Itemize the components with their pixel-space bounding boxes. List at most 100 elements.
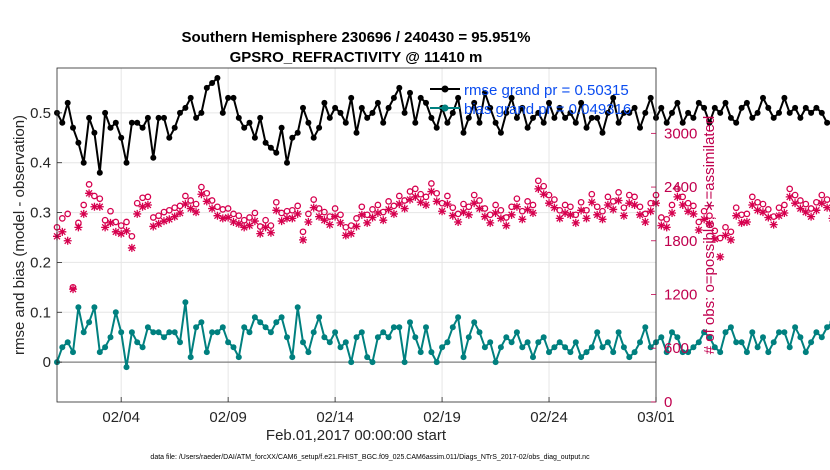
obs-possible-point-28 [203,189,211,197]
rmse-point-30 [214,75,221,81]
rmse-point-109 [637,124,643,131]
obs-possible-point-60 [374,201,382,209]
bias-point-59 [369,359,376,366]
obs-assimilated-point-99 [582,214,591,223]
rmse-point-141 [808,109,815,116]
bias-point-95 [562,344,569,351]
obs-assimilated-point-134 [769,220,778,229]
rmse-point-74 [449,109,456,116]
data-file-footer: data file: /Users/raeder/DAI/ATM_forcXX/… [150,454,590,461]
rmse-point-106 [620,109,627,116]
obs-assimilated-point-26 [192,208,201,217]
obs-assimilated-point-109 [635,210,644,219]
x-tick-label-0: 02/04 [102,409,140,426]
obs-assimilated-point-93 [550,203,559,212]
bias-point-111 [647,344,654,351]
obs-assimilated-point-42 [277,217,286,226]
bias-point-50 [321,334,328,341]
obs-possible-point-1 [58,215,66,222]
rmse-point-53 [337,109,344,116]
bias-point-92 [546,349,552,356]
obs-possible-point-48 [310,196,318,203]
bias-point-33 [230,344,237,351]
bias-point-79 [476,329,483,336]
rmse-point-122 [706,119,713,126]
obs-assimilated-point-125 [721,231,730,240]
rmse-point-6 [86,114,93,121]
obs-possible-point-36 [246,214,253,221]
rmse-point-126 [727,114,734,121]
rmse-point-60 [374,99,381,106]
obs-possible-point-41 [272,198,280,206]
bias-point-72 [439,344,446,351]
bias-point-53 [337,344,344,351]
x-tick-label-4: 02/24 [530,409,568,426]
y-left-tick-label-2: 0.2 [30,254,51,271]
obs-possible-point-19 [155,212,162,220]
obs-assimilated-point-135 [775,211,784,220]
obs-assimilated-point-78 [470,199,479,208]
bias-point-131 [754,344,761,351]
y-right-tick-label-5: 3000 [664,125,697,142]
obs-assimilated-point-100 [587,198,596,207]
obs-assimilated-point-96 [566,210,575,219]
rmse-point-143 [818,109,825,116]
bias-point-121 [701,329,708,336]
obs-possible-point-104 [609,198,617,205]
bias-point-32 [225,339,232,346]
obs-possible-point-44 [288,206,296,214]
obs-possible-point-103 [604,193,612,201]
bias-point-123 [711,344,718,351]
obs-assimilated-point-87 [518,215,527,224]
obs-assimilated-point-133 [764,213,773,222]
bias-point-122 [706,334,713,341]
obs-assimilated-point-18 [149,222,158,231]
bias-point-12 [118,329,125,336]
rmse-point-55 [348,94,355,101]
rmse-point-70 [428,114,435,121]
bias-point-20 [161,334,167,341]
bias-point-28 [203,349,210,356]
bias-point-29 [209,329,216,336]
obs-possible-point-78 [470,191,478,199]
obs-assimilated-point-106 [619,211,628,220]
obs-assimilated-point-14 [127,243,136,252]
obs-assimilated-point-103 [603,200,612,209]
obs-assimilated-point-138 [791,199,800,208]
y-axis-left-label: rmse and bias (model - observation) [11,115,28,355]
rmse-point-136 [781,94,788,101]
bias-point-114 [663,349,670,356]
obs-assimilated-point-86 [512,202,521,211]
obs-possible-point-93 [551,196,558,203]
obs-assimilated-point-29 [208,204,217,213]
obs-possible-point-32 [224,205,232,212]
bias-point-140 [802,349,809,356]
bias-point-75 [455,314,462,321]
bias-point-125 [722,329,729,336]
bias-point-9 [102,344,109,351]
obs-assimilated-point-2 [63,236,72,245]
obs-possible-point-119 [690,202,697,210]
bias-point-135 [776,329,782,336]
bias-point-64 [396,324,403,331]
rmse-point-77 [465,114,472,121]
rmse-point-57 [358,104,365,111]
rmse-point-63 [390,94,397,101]
rmse-point-87 [519,104,526,111]
obs-assimilated-point-45 [293,209,302,218]
obs-possible-point-52 [331,205,339,212]
bias-point-106 [620,344,627,351]
bias-point-57 [358,329,365,336]
obs-assimilated-point-55 [347,229,356,238]
rmse-point-114 [663,119,670,126]
obs-possible-point-130 [748,193,756,201]
obs-assimilated-point-74 [448,211,457,220]
obs-assimilated-point-59 [368,213,377,222]
obs-assimilated-point-127 [732,211,741,220]
rmse-point-33 [230,94,237,101]
obs-assimilated-point-90 [534,184,543,193]
rmse-point-71 [433,124,440,131]
rmse-point-49 [316,124,323,131]
rmse-point-138 [792,104,799,111]
